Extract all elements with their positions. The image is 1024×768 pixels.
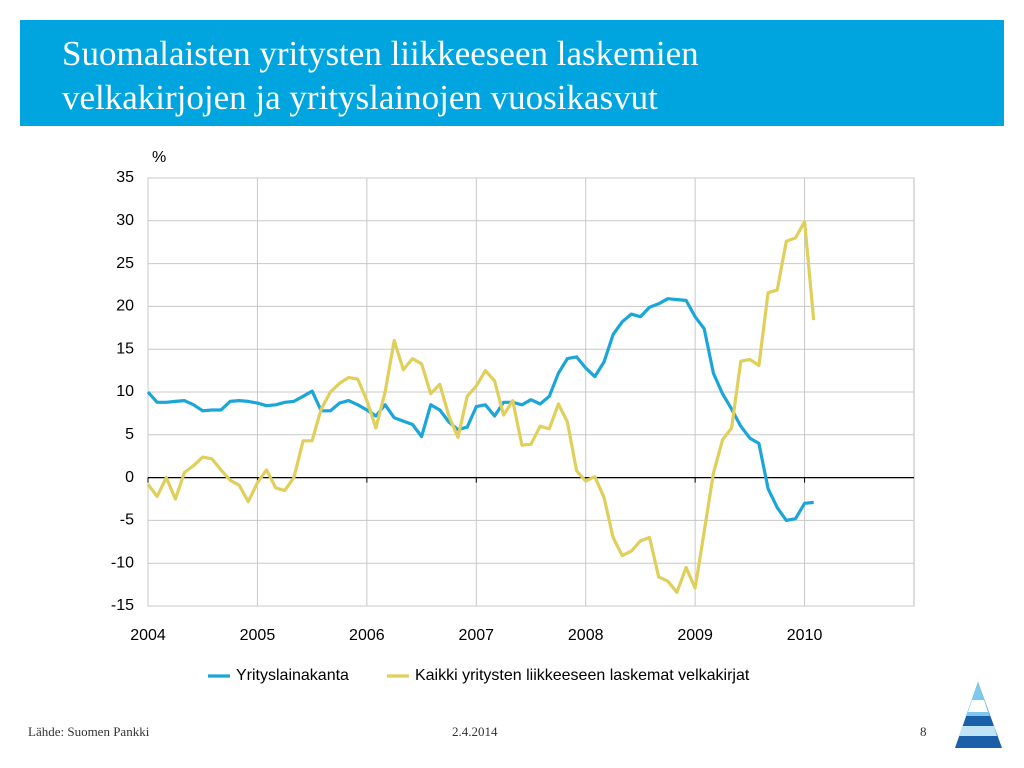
date: 2.4.2014: [452, 724, 498, 739]
logo: [955, 682, 1002, 748]
y-tick-label: 30: [116, 212, 134, 229]
y-tick-label: -5: [120, 512, 134, 529]
page-number: 8: [920, 724, 927, 739]
y-tick-label: 25: [116, 255, 134, 272]
y-tick-label: 35: [116, 169, 134, 186]
x-tick-label: 2006: [349, 627, 385, 644]
series-line: [146, 297, 814, 522]
y-tick-label: 0: [125, 469, 134, 486]
x-tick-label: 2005: [240, 627, 276, 644]
y-tick-label: 15: [116, 340, 134, 357]
title-line: velkakirjojen ja yrityslainojen vuosikas…: [62, 78, 658, 117]
legend-label: Kaikki yritysten liikkeeseen laskemat ve…: [415, 667, 750, 684]
y-axis-label: %: [152, 149, 166, 166]
y-tick-label: -10: [111, 554, 134, 571]
x-tick-label: 2007: [458, 627, 494, 644]
x-tick-label: 2004: [130, 627, 166, 644]
series-line: [146, 220, 816, 594]
title-line: Suomalaisten yritysten liikkeeseen laske…: [62, 34, 699, 73]
x-tick-label: 2008: [568, 627, 604, 644]
source: Lähde: Suomen Pankki: [28, 724, 150, 739]
legend-label: Yrityslainakanta: [236, 667, 349, 684]
y-tick-label: 5: [125, 426, 134, 443]
y-tick-label: 20: [116, 298, 134, 315]
y-tick-label: -15: [111, 597, 134, 614]
y-tick-label: 10: [116, 383, 134, 400]
x-tick-label: 2010: [787, 627, 823, 644]
title-banner: Suomalaisten yritysten liikkeeseen laske…: [20, 20, 1004, 126]
x-tick-label: 2009: [677, 627, 713, 644]
